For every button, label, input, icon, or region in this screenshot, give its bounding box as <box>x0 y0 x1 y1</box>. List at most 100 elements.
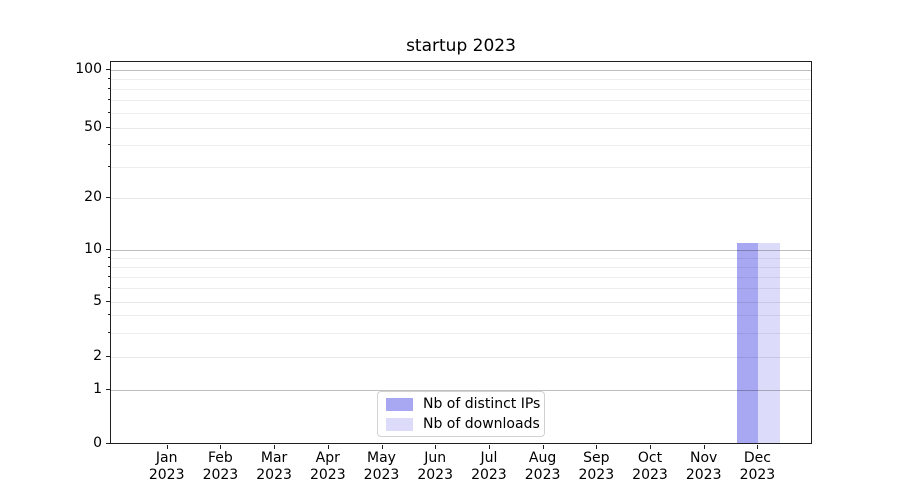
x-tick <box>703 445 705 449</box>
x-tick-label: Dec 2023 <box>729 450 785 484</box>
legend-label: Nb of distinct IPs <box>423 396 541 412</box>
y-tick <box>106 127 110 128</box>
y-tick-minor <box>108 166 110 168</box>
x-tick-month: Feb <box>207 450 233 466</box>
y-tick-minor <box>108 111 110 113</box>
y-tick-minor <box>108 265 110 267</box>
y-tick-label: 0 <box>93 435 102 451</box>
x-tick-month: Jun <box>424 450 447 466</box>
y-gridline <box>111 302 811 303</box>
x-tick-label: Jan 2023 <box>139 450 195 484</box>
x-tick-month: Sep <box>583 450 610 466</box>
y-tick-minor <box>108 256 110 258</box>
x-tick-year: 2023 <box>739 467 776 483</box>
x-tick-label: Feb 2023 <box>192 450 248 484</box>
x-tick-month: Nov <box>690 450 718 466</box>
y-gridline <box>111 70 811 71</box>
x-tick-year: 2023 <box>471 467 507 483</box>
x-tick-label: Oct 2023 <box>622 450 678 484</box>
x-tick <box>166 445 168 449</box>
x-tick-label: Sep 2023 <box>568 450 624 484</box>
y-tick <box>106 443 110 444</box>
y-tick-label: 50 <box>84 119 102 135</box>
x-tick <box>488 445 490 449</box>
x-tick-label: Jul 2023 <box>461 450 517 484</box>
y-tick-minor <box>108 314 110 316</box>
y-gridline-minor <box>111 145 811 147</box>
y-tick-label: 10 <box>84 241 102 257</box>
x-tick-year: 2023 <box>202 467 239 483</box>
x-tick-label: Apr 2023 <box>300 450 356 484</box>
legend-item: Nb of downloads <box>386 416 544 432</box>
y-tick-minor <box>108 87 110 89</box>
y-tick <box>106 69 110 70</box>
y-gridline-minor <box>111 112 811 114</box>
x-tick-label: Aug 2023 <box>515 450 571 484</box>
y-tick <box>106 249 110 250</box>
y-tick-minor <box>108 275 110 277</box>
y-gridline-minor <box>111 315 811 317</box>
x-tick-year: 2023 <box>578 467 615 483</box>
legend-item: Nb of distinct IPs <box>386 396 544 412</box>
y-gridline-minor <box>111 288 811 290</box>
bar-1-dec <box>758 242 780 443</box>
y-gridline <box>111 390 811 391</box>
y-gridline <box>111 198 811 199</box>
x-tick <box>596 445 598 449</box>
x-tick-year: 2023 <box>148 467 185 483</box>
legend-label: Nb of downloads <box>423 416 540 432</box>
y-tick <box>106 301 110 302</box>
x-tick-year: 2023 <box>309 467 346 483</box>
x-tick-month: Aug <box>528 450 557 466</box>
y-gridline <box>111 250 811 251</box>
plot-area <box>110 61 812 444</box>
y-tick-minor <box>108 144 110 146</box>
x-tick-label: Mar 2023 <box>246 450 302 484</box>
y-gridline-minor <box>111 99 811 101</box>
x-tick <box>435 445 437 449</box>
x-tick-month: Oct <box>637 450 663 466</box>
chart-title: startup 2023 <box>406 36 516 56</box>
x-tick <box>274 445 276 449</box>
x-tick <box>220 445 222 449</box>
y-tick <box>106 356 110 357</box>
y-tick-label: 5 <box>93 293 102 309</box>
x-tick-year: 2023 <box>632 467 668 483</box>
y-tick-minor <box>108 287 110 289</box>
y-tick-label: 20 <box>84 189 102 205</box>
x-tick-label: May 2023 <box>354 450 410 484</box>
x-tick <box>650 445 651 449</box>
legend: Nb of distinct IPs Nb of downloads <box>377 391 545 437</box>
x-tick-year: 2023 <box>685 467 722 483</box>
y-gridline <box>111 357 811 358</box>
y-gridline <box>111 128 811 129</box>
y-tick-label: 100 <box>75 61 102 77</box>
x-tick-year: 2023 <box>417 467 453 483</box>
x-tick <box>542 445 544 449</box>
x-tick-year: 2023 <box>256 467 292 483</box>
y-tick-minor <box>108 98 110 100</box>
bar-0-dec <box>736 242 759 443</box>
y-gridline-minor <box>111 266 811 268</box>
y-gridline-minor <box>111 332 811 334</box>
y-tick <box>106 389 110 390</box>
x-tick-month: May <box>367 450 396 466</box>
y-tick-label: 2 <box>93 348 102 364</box>
x-tick-month: Mar <box>260 450 288 466</box>
y-tick-minor <box>108 77 110 79</box>
x-tick-label: Nov 2023 <box>676 450 732 484</box>
y-tick-minor <box>108 331 110 333</box>
y-gridline-minor <box>111 167 811 169</box>
x-tick-label: Jun 2023 <box>407 450 463 484</box>
y-gridline-minor <box>111 276 811 278</box>
y-gridline-minor <box>111 88 811 90</box>
y-tick <box>106 197 110 198</box>
legend-swatch <box>386 417 413 431</box>
x-tick <box>327 445 329 449</box>
x-tick <box>381 445 383 449</box>
x-tick <box>757 445 759 449</box>
y-gridline-minor <box>111 257 811 259</box>
x-tick-year: 2023 <box>524 467 561 483</box>
x-tick-month: Jan <box>155 450 178 466</box>
